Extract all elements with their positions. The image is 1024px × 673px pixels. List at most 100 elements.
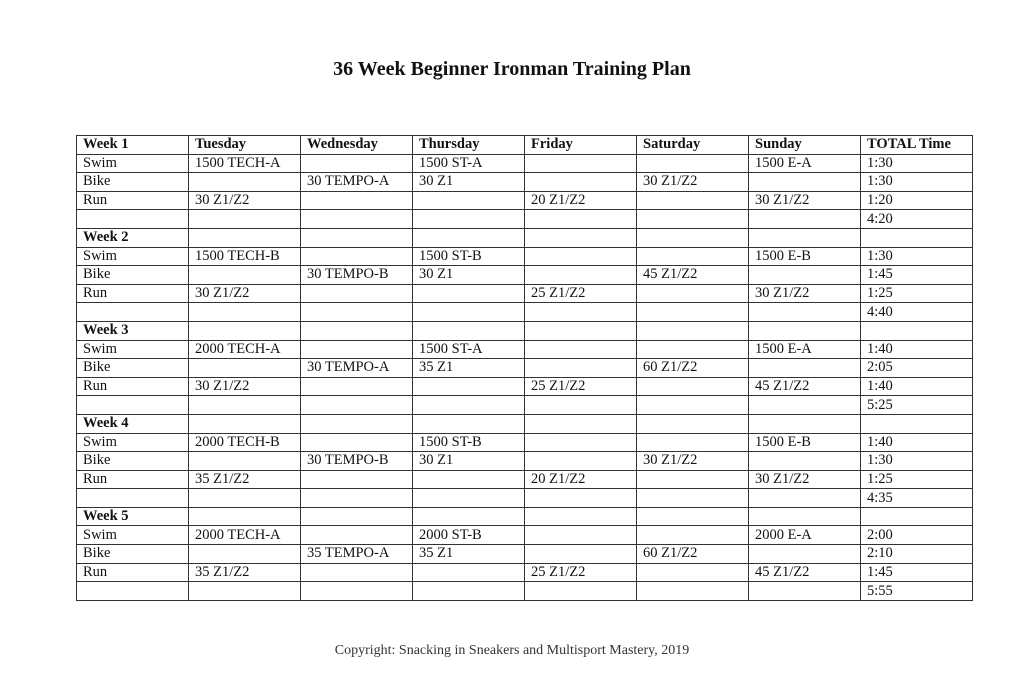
- workout-cell: [636, 283, 749, 304]
- workout-cell: [188, 265, 301, 285]
- table-cell: [748, 413, 861, 434]
- workout-cell: [188, 358, 301, 378]
- week-header-row: Week 5: [76, 506, 973, 527]
- workout-cell: 2000 TECH-A: [188, 525, 301, 546]
- table-cell: [524, 320, 637, 341]
- discipline-cell: Run: [76, 376, 189, 397]
- discipline-cell: Swim: [76, 153, 189, 174]
- discipline-cell: Bike: [76, 544, 189, 564]
- discipline-cell: Bike: [76, 265, 189, 285]
- workout-cell: [524, 153, 637, 174]
- table-row: 5:25: [76, 395, 973, 415]
- workout-cell: [748, 209, 861, 229]
- column-header: Tuesday: [188, 135, 301, 155]
- table-row: Swim 2000 TECH-A 1500 ST-A 1500 E-A 1:40: [76, 339, 973, 360]
- workout-cell: 45 Z1/Z2: [748, 562, 861, 583]
- workout-cell: [748, 581, 861, 601]
- workout-cell: [524, 302, 637, 322]
- workout-cell: [412, 376, 525, 397]
- discipline-cell: [76, 395, 189, 415]
- total-time-cell: 5:25: [860, 395, 973, 415]
- workout-cell: 20 Z1/Z2: [524, 190, 637, 211]
- workout-cell: [188, 395, 301, 415]
- table-row: Swim 1500 TECH-B 1500 ST-B 1500 E-B 1:30: [76, 246, 973, 267]
- workout-cell: 25 Z1/Z2: [524, 562, 637, 583]
- workout-cell: [300, 283, 413, 304]
- workout-cell: [188, 209, 301, 229]
- table-cell: [860, 413, 973, 434]
- workout-cell: 1500 TECH-A: [188, 153, 301, 174]
- workout-cell: [412, 209, 525, 229]
- table-row: 4:20: [76, 209, 973, 229]
- workout-cell: 35 Z1: [412, 544, 525, 564]
- discipline-cell: [76, 209, 189, 229]
- table-row: 4:35: [76, 488, 973, 508]
- table-row: Swim 2000 TECH-B 1500 ST-B 1500 E-B 1:40: [76, 432, 973, 453]
- table-cell: [860, 227, 973, 248]
- discipline-cell: Swim: [76, 339, 189, 360]
- workout-cell: 2000 E-A: [748, 525, 861, 546]
- workout-cell: 30 Z1: [412, 172, 525, 192]
- table-cell: [748, 506, 861, 527]
- table-cell: [636, 320, 749, 341]
- discipline-cell: Swim: [76, 246, 189, 267]
- table-row: Bike 30 TEMPO-A 30 Z1 30 Z1/Z2 1:30: [76, 172, 973, 192]
- workout-cell: 30 Z1/Z2: [636, 451, 749, 471]
- workout-cell: [524, 525, 637, 546]
- total-time-cell: 1:30: [860, 172, 973, 192]
- header-row: Week 1 Tuesday Wednesday Thursday Friday Satu…: [76, 135, 973, 155]
- workout-cell: [300, 246, 413, 267]
- week-label: Week 4: [76, 413, 189, 434]
- column-header: Friday: [524, 135, 637, 155]
- workout-cell: [524, 432, 637, 453]
- workout-cell: [524, 209, 637, 229]
- column-header: Sunday: [748, 135, 861, 155]
- workout-cell: [300, 488, 413, 508]
- workout-cell: [748, 544, 861, 564]
- workout-cell: [524, 265, 637, 285]
- total-time-cell: 1:40: [860, 339, 973, 360]
- workout-cell: 1500 ST-B: [412, 246, 525, 267]
- workout-cell: [748, 451, 861, 471]
- workout-cell: [188, 544, 301, 564]
- workout-cell: [636, 209, 749, 229]
- table-cell: [860, 320, 973, 341]
- table-row: Run 30 Z1/Z2 20 Z1/Z2 30 Z1/Z2 1:20: [76, 190, 973, 211]
- workout-cell: 35 Z1: [412, 358, 525, 378]
- workout-cell: 1500 TECH-B: [188, 246, 301, 267]
- workout-cell: [412, 469, 525, 490]
- workout-cell: 30 Z1: [412, 451, 525, 471]
- discipline-cell: Run: [76, 562, 189, 583]
- workout-cell: [636, 302, 749, 322]
- workout-cell: [748, 172, 861, 192]
- workout-cell: 30 Z1/Z2: [748, 190, 861, 211]
- workout-cell: [300, 525, 413, 546]
- workout-cell: 25 Z1/Z2: [524, 376, 637, 397]
- workout-cell: 30 Z1/Z2: [188, 283, 301, 304]
- column-header: Thursday: [412, 135, 525, 155]
- table-cell: [412, 413, 525, 434]
- table-row: Run 35 Z1/Z2 25 Z1/Z2 45 Z1/Z2 1:45: [76, 562, 973, 583]
- workout-cell: [412, 395, 525, 415]
- week-label: Week 1: [76, 135, 189, 155]
- table-cell: [524, 506, 637, 527]
- workout-cell: [524, 246, 637, 267]
- workout-cell: [636, 190, 749, 211]
- workout-cell: [188, 302, 301, 322]
- workout-cell: [748, 265, 861, 285]
- table-cell: [188, 227, 301, 248]
- workout-cell: [748, 488, 861, 508]
- workout-cell: [188, 488, 301, 508]
- workout-cell: 1500 ST-A: [412, 153, 525, 174]
- table-row: Swim 1500 TECH-A 1500 ST-A 1500 E-A 1:30: [76, 153, 973, 174]
- total-time-cell: 4:35: [860, 488, 973, 508]
- table-row: Bike 30 TEMPO-B 30 Z1 30 Z1/Z2 1:30: [76, 451, 973, 471]
- workout-cell: [300, 153, 413, 174]
- workout-cell: [636, 525, 749, 546]
- workout-cell: [524, 395, 637, 415]
- table-cell: [636, 506, 749, 527]
- workout-cell: [412, 488, 525, 508]
- table-cell: [636, 413, 749, 434]
- workout-cell: [636, 376, 749, 397]
- workout-cell: [748, 302, 861, 322]
